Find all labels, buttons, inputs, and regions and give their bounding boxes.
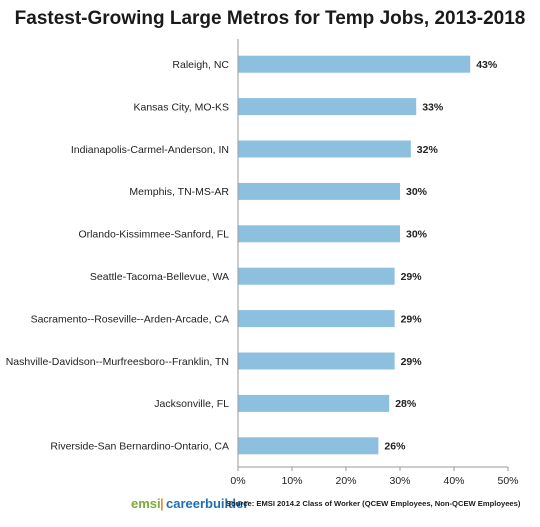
- footer: emsi | careerbuilder Source: EMSI 2014.2…: [131, 496, 521, 511]
- bar: [238, 437, 379, 455]
- bar: [238, 182, 400, 200]
- value-label: 29%: [401, 356, 423, 368]
- source-note: Source: EMSI 2014.2 Class of Worker (QCE…: [226, 499, 521, 508]
- bar: [238, 225, 400, 243]
- category-label-group: Raleigh, NC Kansas City, MO-KS Indianapoli…: [6, 59, 230, 453]
- category-label: Orlando-Kissimmee-Sanford, FL: [78, 229, 229, 241]
- category-label: Jacksonville, FL: [154, 398, 229, 410]
- logo-emsi-text: emsi: [131, 496, 161, 511]
- category-label: Indianapolis-Carmel-Anderson, IN: [71, 144, 229, 156]
- bar-group: [238, 55, 471, 455]
- value-label: 33%: [422, 101, 444, 113]
- bar: [238, 55, 471, 73]
- emsi-careerbuilder-logo: emsi | careerbuilder: [131, 496, 248, 511]
- value-label: 32%: [417, 144, 439, 156]
- value-label: 26%: [384, 441, 406, 453]
- category-label: Riverside-San Bernardino-Ontario, CA: [50, 441, 229, 453]
- category-label: Sacramento--Roseville--Arden-Arcade, CA: [31, 313, 229, 325]
- x-tick-label: 0%: [230, 475, 245, 487]
- bar: [238, 98, 417, 116]
- logo-careerbuilder-text: careerbuilder: [166, 496, 248, 511]
- value-label: 30%: [406, 229, 428, 241]
- value-label-group: 43% 33% 32% 30% 30% 29% 29% 29% 28% 26%: [384, 59, 497, 453]
- x-tick-label-group: 0% 10% 20% 30% 40% 50%: [230, 475, 518, 487]
- bar: [238, 352, 395, 370]
- category-label: Raleigh, NC: [172, 59, 229, 71]
- category-label: Seattle-Tacoma-Bellevue, WA: [90, 271, 229, 283]
- category-label: Kansas City, MO-KS: [134, 101, 230, 113]
- x-tick-label: 10%: [281, 475, 302, 487]
- x-tick-label: 50%: [497, 475, 518, 487]
- bar: [238, 310, 395, 328]
- value-label: 28%: [395, 398, 417, 410]
- x-tick-label: 30%: [389, 475, 410, 487]
- x-axis: [237, 39, 509, 471]
- category-label: Memphis, TN-MS-AR: [129, 186, 229, 198]
- chart-title: Fastest-Growing Large Metros for Temp Jo…: [15, 8, 526, 29]
- x-tick-label: 40%: [443, 475, 464, 487]
- value-label: 29%: [401, 313, 423, 325]
- bar: [238, 267, 395, 285]
- category-label: Nashville-Davidson--Murfreesboro--Frankl…: [6, 356, 229, 368]
- logo-separator: |: [160, 496, 164, 511]
- value-label: 30%: [406, 186, 428, 198]
- bar: [238, 394, 390, 412]
- bar: [238, 140, 411, 158]
- x-tick-label: 20%: [335, 475, 356, 487]
- value-label: 29%: [401, 271, 423, 283]
- value-label: 43%: [476, 59, 498, 71]
